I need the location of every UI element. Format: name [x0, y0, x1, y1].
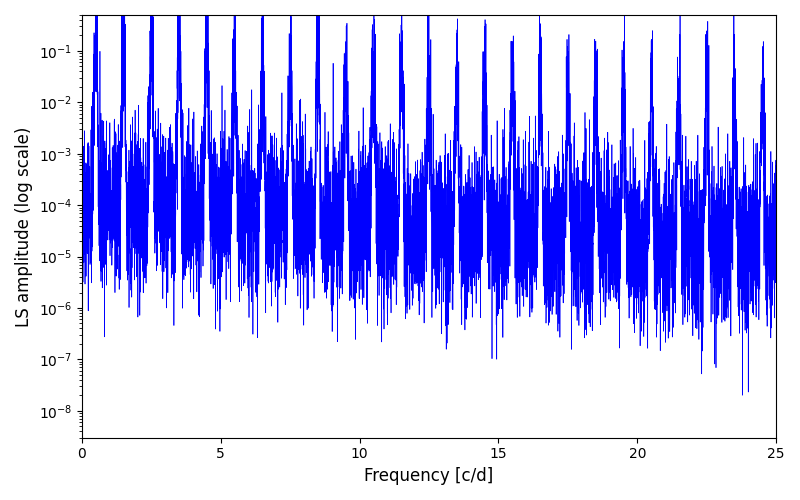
- Y-axis label: LS amplitude (log scale): LS amplitude (log scale): [15, 126, 33, 326]
- X-axis label: Frequency [c/d]: Frequency [c/d]: [364, 467, 494, 485]
